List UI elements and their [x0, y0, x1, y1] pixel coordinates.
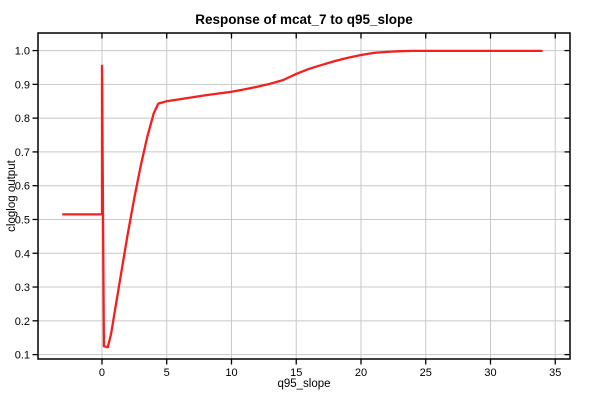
gridlines — [38, 33, 570, 359]
y-tick-label: 0.7 — [15, 147, 30, 159]
y-tick-label: 0.5 — [15, 214, 30, 226]
x-tick-label: 10 — [225, 367, 237, 379]
x-tick-label: 0 — [99, 367, 105, 379]
x-tick-label: 15 — [290, 367, 302, 379]
y-tick-label: 0.6 — [15, 181, 30, 193]
y-tick-label: 0.1 — [15, 350, 30, 362]
plot-frame — [37, 32, 571, 360]
y-tick-label: 0.4 — [15, 248, 30, 260]
tick-marks — [32, 33, 570, 365]
y-tick-label: 1.0 — [15, 46, 30, 58]
x-tick-label: 5 — [164, 367, 170, 379]
y-tick-label: 0.8 — [15, 113, 30, 125]
y-tick-label: 0.2 — [15, 316, 30, 328]
y-tick-label: 0.3 — [15, 282, 30, 294]
y-tick-label: 0.9 — [15, 79, 30, 91]
x-tick-label: 25 — [420, 367, 432, 379]
chart-title: Response of mcat_7 to q95_slope — [195, 12, 413, 27]
x-tick-label: 20 — [355, 367, 367, 379]
x-axis-label: q95_slope — [277, 378, 331, 390]
response-curve — [61, 49, 543, 349]
x-tick-label: 35 — [549, 367, 561, 379]
y-axis-label: cloglog output — [6, 160, 18, 232]
tick-labels: 0.1 0.2 0.3 0.4 0.5 0.6 0.7 0.8 0.9 1.0 0 5 10 15 20 25… — [15, 46, 562, 379]
x-tick-label: 30 — [484, 367, 496, 379]
